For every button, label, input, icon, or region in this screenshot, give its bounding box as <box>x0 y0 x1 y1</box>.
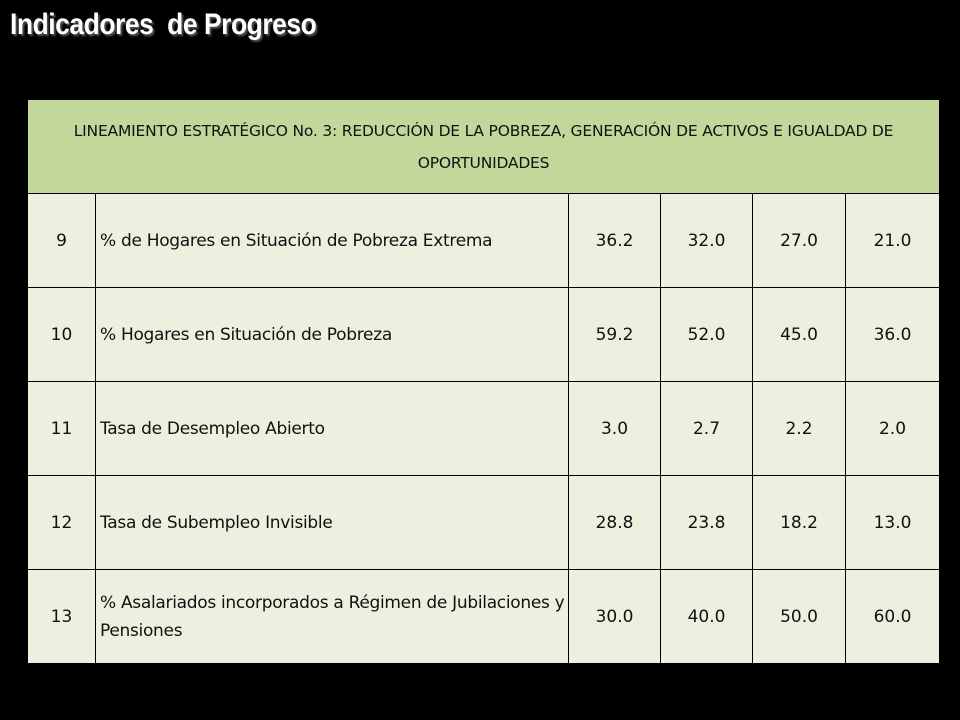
indicator-value: 60.0 <box>845 569 940 664</box>
indicator-value: 27.0 <box>752 193 846 288</box>
table-row: 9 % de Hogares en Situación de Pobreza E… <box>27 193 940 288</box>
row-number: 10 <box>27 287 96 382</box>
indicator-name: % Hogares en Situación de Pobreza <box>95 287 569 382</box>
page-title: Indicadores de Progreso <box>10 8 317 41</box>
table-row: 11 Tasa de Desempleo Abierto 3.0 2.7 2.2… <box>27 381 940 476</box>
table-row: 12 Tasa de Subempleo Invisible 28.8 23.8… <box>27 475 940 570</box>
indicator-value: 23.8 <box>660 475 753 570</box>
row-number: 13 <box>27 569 96 664</box>
indicator-name: Tasa de Desempleo Abierto <box>95 381 569 476</box>
indicator-value: 36.2 <box>568 193 661 288</box>
table-row: 10 % Hogares en Situación de Pobreza 59.… <box>27 287 940 382</box>
row-number: 12 <box>27 475 96 570</box>
indicator-value: 52.0 <box>660 287 753 382</box>
indicator-value: 18.2 <box>752 475 846 570</box>
indicator-value: 2.2 <box>752 381 846 476</box>
indicator-value: 32.0 <box>660 193 753 288</box>
indicator-value: 2.7 <box>660 381 753 476</box>
indicator-value: 30.0 <box>568 569 661 664</box>
indicator-name: % Asalariados incorporados a Régimen de … <box>95 569 569 664</box>
indicator-value: 45.0 <box>752 287 846 382</box>
indicator-value: 3.0 <box>568 381 661 476</box>
indicator-value: 50.0 <box>752 569 846 664</box>
table-header-row: LINEAMIENTO ESTRATÉGICO No. 3: REDUCCIÓN… <box>27 99 940 194</box>
indicator-value: 36.0 <box>845 287 940 382</box>
table-header: LINEAMIENTO ESTRATÉGICO No. 3: REDUCCIÓN… <box>27 99 940 194</box>
indicators-table: LINEAMIENTO ESTRATÉGICO No. 3: REDUCCIÓN… <box>27 99 940 664</box>
indicator-value: 28.8 <box>568 475 661 570</box>
row-number: 11 <box>27 381 96 476</box>
table-row: 13 % Asalariados incorporados a Régimen … <box>27 569 940 664</box>
indicator-name: % de Hogares en Situación de Pobreza Ext… <box>95 193 569 288</box>
indicator-value: 21.0 <box>845 193 940 288</box>
indicator-value: 40.0 <box>660 569 753 664</box>
indicator-value: 59.2 <box>568 287 661 382</box>
row-number: 9 <box>27 193 96 288</box>
indicator-name: Tasa de Subempleo Invisible <box>95 475 569 570</box>
indicator-value: 13.0 <box>845 475 940 570</box>
indicator-value: 2.0 <box>845 381 940 476</box>
